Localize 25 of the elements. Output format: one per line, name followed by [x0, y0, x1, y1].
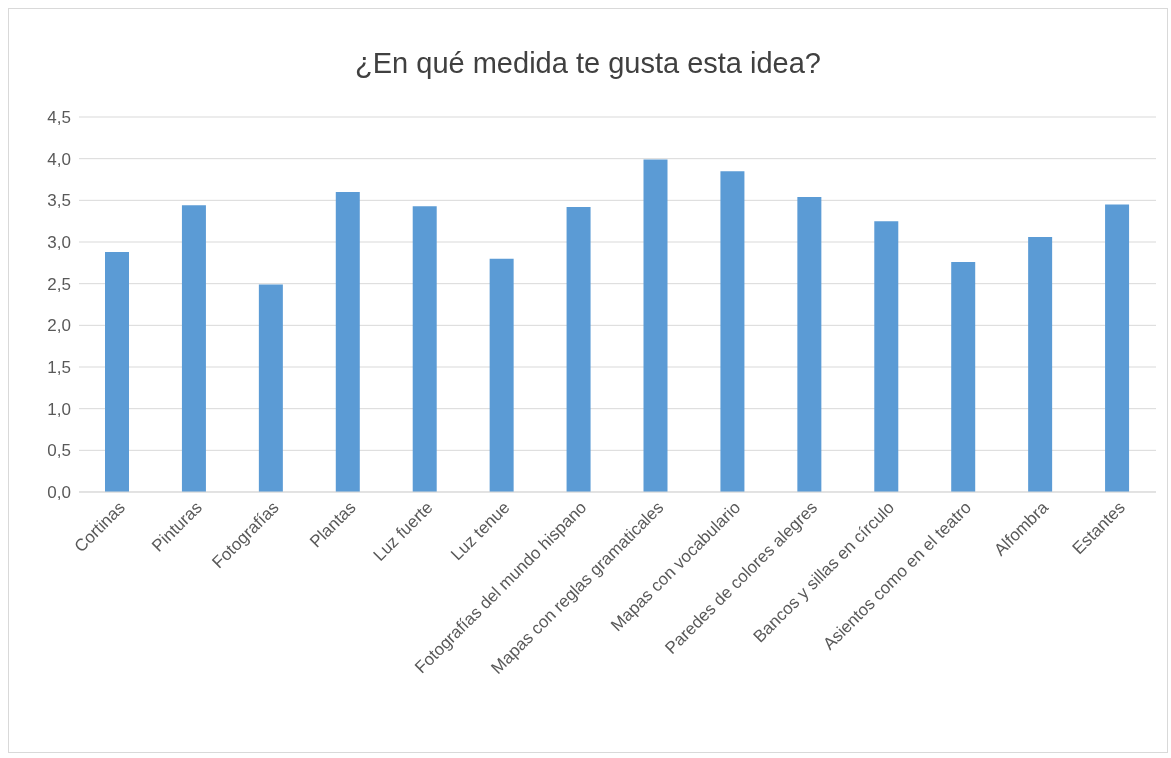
bar	[1105, 204, 1130, 492]
bar	[105, 252, 129, 492]
y-tick-label: 3,5	[47, 191, 71, 211]
bar	[643, 159, 668, 492]
chart-title: ¿En qué medida te gusta esta idea?	[354, 47, 822, 81]
y-tick-label: 2,5	[47, 274, 71, 294]
y-tick-label: 3,0	[47, 233, 71, 253]
bar	[1028, 237, 1053, 492]
y-tick-label: 1,5	[47, 358, 71, 378]
bar	[412, 206, 437, 492]
bar	[720, 171, 745, 492]
y-tick-label: 0,5	[47, 441, 71, 461]
bar	[951, 262, 976, 492]
bar	[181, 205, 206, 492]
y-tick-label: 0,0	[47, 483, 71, 503]
y-tick-label: 2,0	[47, 316, 71, 336]
bar	[874, 221, 899, 492]
y-tick-label: 4,0	[47, 149, 71, 169]
y-tick-label: 4,5	[47, 108, 71, 128]
bar	[489, 258, 514, 492]
y-tick-label: 1,0	[47, 399, 71, 419]
bar	[258, 284, 283, 492]
bar	[335, 192, 360, 492]
bar	[797, 197, 822, 492]
bar	[566, 207, 591, 492]
